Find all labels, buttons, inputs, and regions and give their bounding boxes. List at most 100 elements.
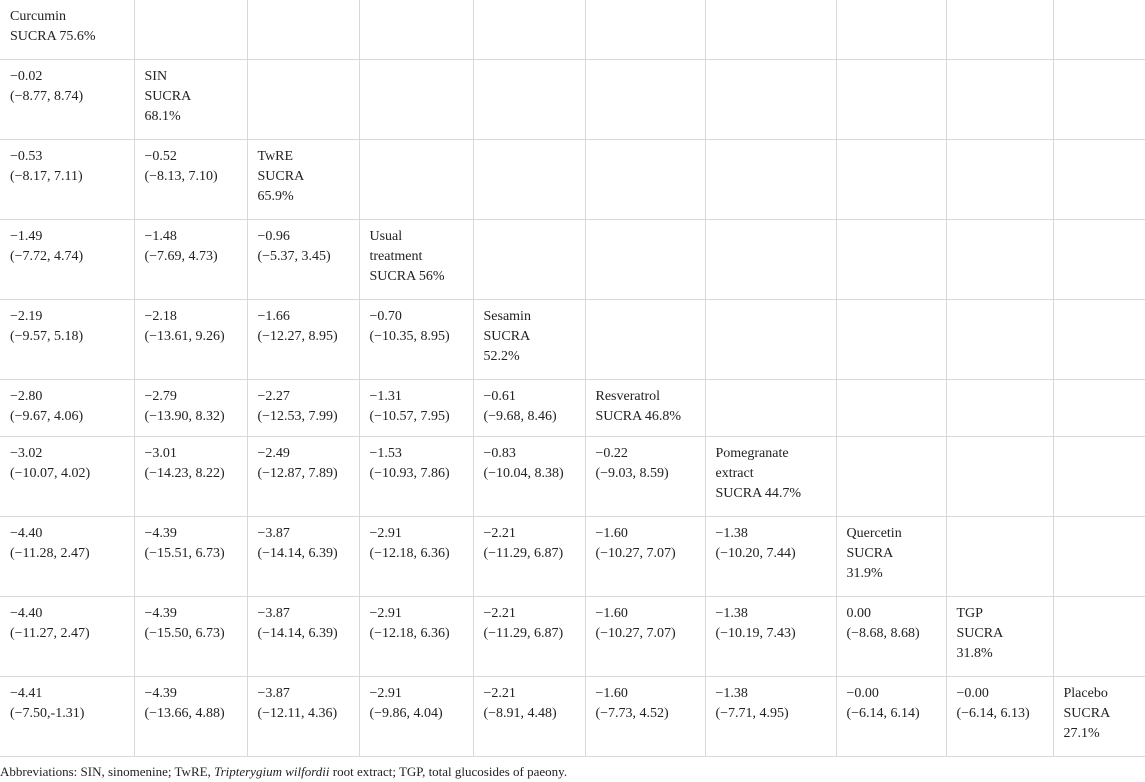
empty-cell — [358, 138, 474, 220]
empty-cell — [945, 515, 1054, 597]
empty-cell — [472, 218, 586, 300]
comparison-cell: −2.19 (−9.57, 5.18) — [0, 298, 135, 380]
empty-cell — [945, 435, 1054, 517]
empty-cell — [704, 138, 837, 220]
empty-cell — [246, 58, 360, 140]
empty-cell — [945, 378, 1054, 437]
comparison-cell: −0.70 (−10.35, 8.95) — [358, 298, 474, 380]
table-row: −0.53 (−8.17, 7.11) −0.52 (−8.13, 7.10) Tw… — [0, 138, 1145, 220]
empty-cell — [704, 0, 837, 60]
table-row: −2.80 (−9.67, 4.06) −2.79 (−13.90, 8.32) −… — [0, 378, 1145, 437]
comparison-cell: −2.27 (−12.53, 7.99) — [246, 378, 360, 437]
empty-cell — [835, 58, 947, 140]
treatment-diagonal-cell: Sesamin SUCRA 52.2% — [472, 298, 586, 380]
empty-cell — [584, 0, 706, 60]
empty-cell — [472, 58, 586, 140]
comparison-cell: −1.60 (−10.27, 7.07) — [584, 595, 706, 677]
empty-cell — [1052, 595, 1145, 677]
table-row: −2.19 (−9.57, 5.18) −2.18 (−13.61, 9.26) −… — [0, 298, 1145, 380]
comparison-cell: −1.38 (−7.71, 4.95) — [704, 675, 837, 757]
comparison-cell: −3.87 (−14.14, 6.39) — [246, 515, 360, 597]
comparison-cell: −1.60 (−10.27, 7.07) — [584, 515, 706, 597]
comparison-cell: −4.39 (−15.51, 6.73) — [133, 515, 248, 597]
empty-cell — [584, 298, 706, 380]
comparison-cell: −1.49 (−7.72, 4.74) — [0, 218, 135, 300]
treatment-diagonal-cell: Resveratrol SUCRA 46.8% — [584, 378, 706, 437]
table-row: −4.40 (−11.28, 2.47) −4.39 (−15.51, 6.73)… — [0, 515, 1145, 597]
comparison-cell: −1.48 (−7.69, 4.73) — [133, 218, 248, 300]
comparison-cell: −4.41 (−7.50,-1.31) — [0, 675, 135, 757]
comparison-cell: −1.38 (−10.20, 7.44) — [704, 515, 837, 597]
comparison-cell: −4.40 (−11.28, 2.47) — [0, 515, 135, 597]
comparison-cell: −0.52 (−8.13, 7.10) — [133, 138, 248, 220]
comparison-cell: −4.40 (−11.27, 2.47) — [0, 595, 135, 677]
comparison-cell: −1.38 (−10.19, 7.43) — [704, 595, 837, 677]
comparison-cell: −3.01 (−14.23, 8.22) — [133, 435, 248, 517]
empty-cell — [945, 298, 1054, 380]
empty-cell — [835, 298, 947, 380]
empty-cell — [1052, 218, 1145, 300]
empty-cell — [1052, 298, 1145, 380]
empty-cell — [1052, 138, 1145, 220]
footnote-italic-name: Tripterygium wilfordii — [214, 763, 330, 779]
empty-cell — [472, 0, 586, 60]
treatment-diagonal-cell: SIN SUCRA 68.1% — [133, 58, 248, 140]
empty-cell — [472, 138, 586, 220]
table-row: Curcumin SUCRA 75.6% — [0, 0, 1145, 60]
comparison-cell: −0.83 (−10.04, 8.38) — [472, 435, 586, 517]
empty-cell — [945, 218, 1054, 300]
empty-cell — [358, 0, 474, 60]
empty-cell — [945, 138, 1054, 220]
empty-cell — [704, 378, 837, 437]
empty-cell — [1052, 435, 1145, 517]
comparison-cell: −2.21 (−11.29, 6.87) — [472, 595, 586, 677]
comparison-cell: −2.18 (−13.61, 9.26) — [133, 298, 248, 380]
comparison-cell: −0.96 (−5.37, 3.45) — [246, 218, 360, 300]
comparison-cell: −0.00 (−6.14, 6.13) — [945, 675, 1054, 757]
comparison-cell: −2.80 (−9.67, 4.06) — [0, 378, 135, 437]
treatment-diagonal-cell: Usual treatment SUCRA 56% — [358, 218, 474, 300]
treatment-diagonal-cell: TGP SUCRA 31.8% — [945, 595, 1054, 677]
empty-cell — [835, 0, 947, 60]
empty-cell — [246, 0, 360, 60]
empty-cell — [358, 58, 474, 140]
comparison-cell: −4.39 (−15.50, 6.73) — [133, 595, 248, 677]
empty-cell — [945, 0, 1054, 60]
empty-cell — [1052, 378, 1145, 437]
comparison-cell: −0.02 (−8.77, 8.74) — [0, 58, 135, 140]
comparison-cell: −4.39 (−13.66, 4.88) — [133, 675, 248, 757]
treatment-diagonal-cell: Curcumin SUCRA 75.6% — [0, 0, 135, 60]
comparison-cell: −2.91 (−12.18, 6.36) — [358, 515, 474, 597]
comparison-cell: −2.91 (−9.86, 4.04) — [358, 675, 474, 757]
empty-cell — [133, 0, 248, 60]
treatment-diagonal-cell: Quercetin SUCRA 31.9% — [835, 515, 947, 597]
comparison-cell: −1.53 (−10.93, 7.86) — [358, 435, 474, 517]
comparison-cell: 0.00 (−8.68, 8.68) — [835, 595, 947, 677]
treatment-diagonal-cell: Pomegranate extract SUCRA 44.7% — [704, 435, 837, 517]
empty-cell — [835, 218, 947, 300]
empty-cell — [704, 58, 837, 140]
empty-cell — [835, 435, 947, 517]
table-row: −0.02 (−8.77, 8.74) SIN SUCRA 68.1% — [0, 58, 1145, 140]
empty-cell — [704, 298, 837, 380]
comparison-cell: −0.61 (−9.68, 8.46) — [472, 378, 586, 437]
comparison-cell: −2.91 (−12.18, 6.36) — [358, 595, 474, 677]
comparison-cell: −1.66 (−12.27, 8.95) — [246, 298, 360, 380]
comparison-cell: −3.87 (−12.11, 4.36) — [246, 675, 360, 757]
comparison-cell: −2.49 (−12.87, 7.89) — [246, 435, 360, 517]
footnote-prefix: Abbreviations: SIN, sinomenine; TwRE, — [0, 763, 215, 779]
table-row: −4.41 (−7.50,-1.31) −4.39 (−13.66, 4.88) −… — [0, 675, 1145, 757]
empty-cell — [584, 58, 706, 140]
empty-cell — [835, 138, 947, 220]
treatment-diagonal-cell: Placebo SUCRA 27.1% — [1052, 675, 1145, 757]
empty-cell — [1052, 58, 1145, 140]
comparison-cell: −0.22 (−9.03, 8.59) — [584, 435, 706, 517]
footnote-suffix: root extract; TGP, total glucosides of p… — [329, 763, 568, 779]
comparison-cell: −2.21 (−11.29, 6.87) — [472, 515, 586, 597]
empty-cell — [945, 58, 1054, 140]
comparison-cell: −1.31 (−10.57, 7.95) — [358, 378, 474, 437]
empty-cell — [1052, 515, 1145, 597]
league-table-body: Curcumin SUCRA 75.6% −0.02 (−8.77, 8.74) S… — [0, 0, 1145, 757]
abbreviations-footnote: Abbreviations: SIN, sinomenine; TwRE, Tr… — [0, 757, 1145, 781]
